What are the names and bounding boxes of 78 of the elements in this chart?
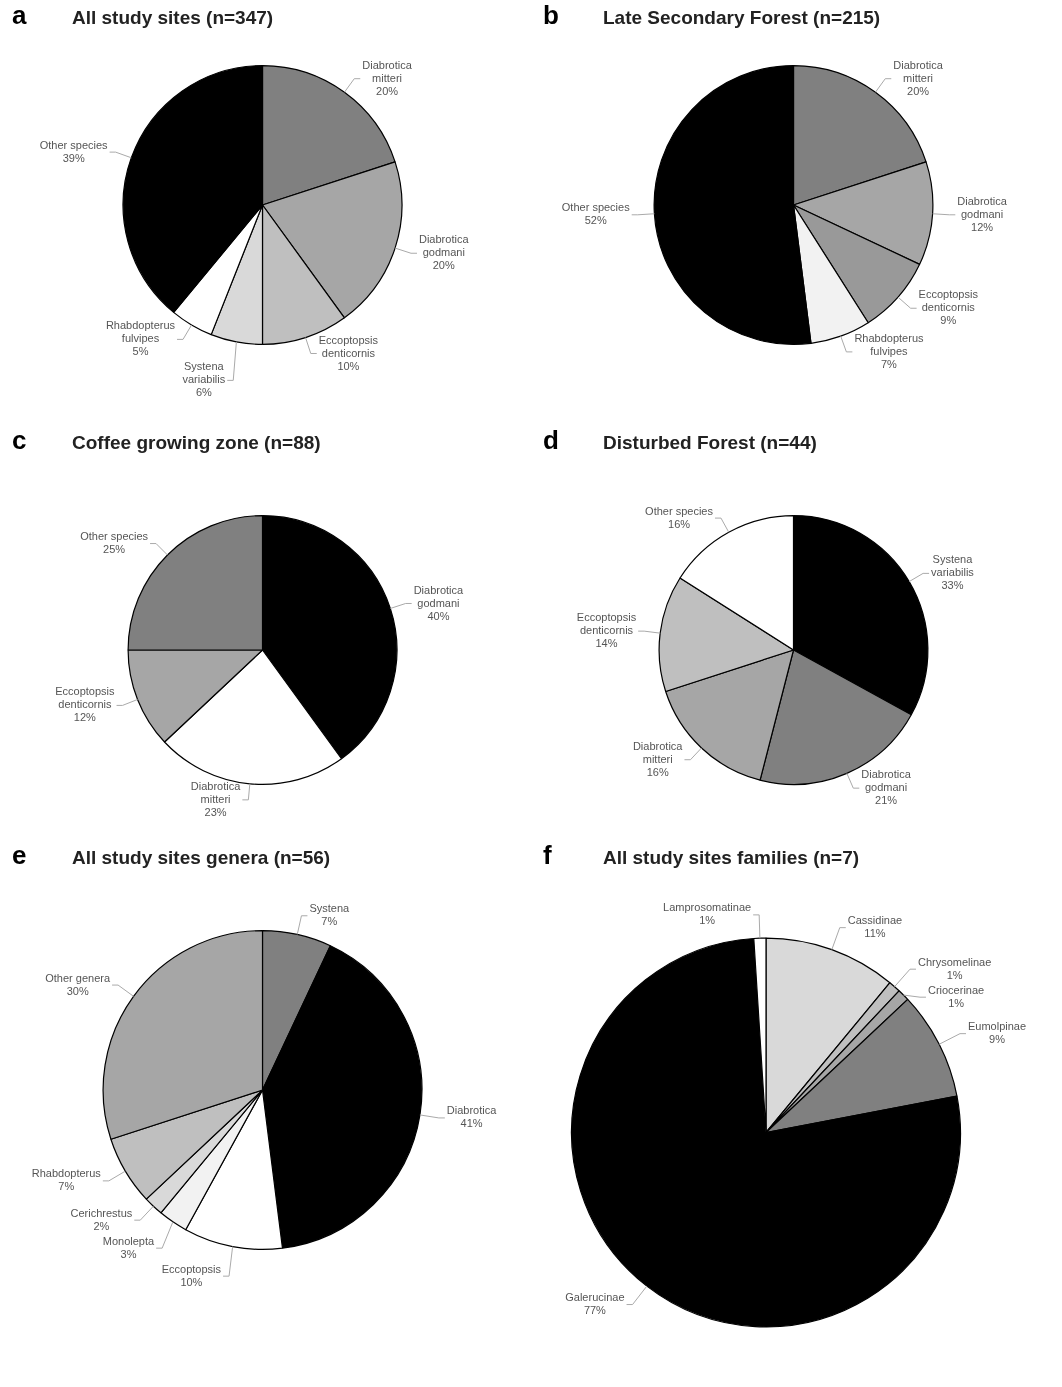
text: b	[542, 0, 560, 31]
slice-label: Diabrotica mitteri	[632, 739, 684, 765]
slice-label: Rhabdopterus fulvipes	[854, 331, 924, 357]
data-label: 20%	[376, 84, 399, 97]
data-label: 77%	[583, 1304, 607, 1317]
data-label: 3%	[120, 1247, 137, 1260]
slice-label: Eccoptopsis denticornis	[918, 288, 979, 314]
data-label: 7%	[321, 915, 338, 928]
chart-title: Coffee growing zone (n=88)	[72, 432, 321, 454]
data-label: 1%	[699, 914, 716, 927]
chart-title: Disturbed Forest (n=44)	[603, 432, 817, 454]
slice-label: Lamprosomatinae	[663, 901, 752, 914]
data-label: 16%	[668, 517, 691, 530]
chart-title: Late Secondary Forest (n=215)	[603, 7, 881, 29]
slice-label: Other species	[39, 138, 109, 151]
slice-label: Other species	[80, 530, 149, 543]
text: c	[11, 425, 28, 456]
text: a	[11, 0, 28, 31]
data-label: 7%	[58, 1180, 75, 1193]
slice-label: Eccoptopsis	[161, 1262, 222, 1275]
slice-label: Systena variabilis	[182, 360, 226, 386]
data-label: 25%	[103, 543, 126, 556]
data-label: 14%	[595, 637, 618, 650]
data-label: 2%	[93, 1219, 110, 1232]
slice-label: Diabrotica mitteri	[190, 779, 242, 805]
data-label: 12%	[971, 220, 994, 233]
data-label: 9%	[989, 1033, 1006, 1046]
slice-label: Monolepta	[102, 1234, 156, 1247]
slice-label: Rhabdopterus fulvipes	[105, 319, 176, 345]
data-label: 16%	[646, 765, 669, 778]
data-label: 39%	[62, 151, 85, 164]
slice-label: Cassidinae	[847, 914, 903, 927]
slice-label: Diabrotica godmani	[418, 233, 470, 259]
data-label: 30%	[66, 984, 89, 997]
slice-label: Diabrotica mitteri	[362, 58, 413, 84]
data-label: 33%	[941, 579, 964, 592]
slice-label: Other species	[645, 504, 714, 517]
data-label: 1%	[946, 968, 963, 981]
slice-label: Eccoptopsis denticornis	[318, 333, 379, 359]
slice-label: Criocerinae	[927, 983, 985, 996]
text: e	[11, 840, 28, 871]
slice-label: Other genera	[45, 971, 111, 984]
slice-label: Diabrotica godmani	[413, 583, 465, 609]
slice-label: Diabrotica godmani	[861, 768, 912, 794]
data-label: 23%	[204, 805, 227, 818]
data-label: 1%	[948, 996, 965, 1009]
slice-label: Systena variabilis	[931, 553, 975, 579]
data-label: 21%	[875, 794, 898, 807]
slice-label: Eccoptopsis denticornis	[576, 611, 637, 637]
chart-title: All study sites families (n=7)	[603, 847, 860, 869]
slice-label: Rhabdopterus	[31, 1167, 102, 1180]
slice-label: Chrysomelinae	[917, 955, 992, 968]
data-label: 6%	[195, 386, 213, 399]
text: d	[542, 425, 560, 456]
data-label: 11%	[864, 927, 886, 940]
slice-label: Galerucinae	[565, 1291, 625, 1304]
data-label: 41%	[460, 1117, 483, 1130]
text: f	[542, 840, 553, 871]
data-label: 12%	[73, 711, 97, 724]
slice-label: Cerichrestus	[70, 1206, 133, 1219]
slice-label: Diabrotica	[446, 1104, 498, 1117]
slice-label: Diabrotica mitteri	[893, 58, 944, 84]
data-label: 9%	[940, 314, 957, 327]
chart-title: All study sites (n=347)	[72, 7, 274, 29]
slice-label: Eumolpinae	[968, 1020, 1027, 1033]
data-label: 20%	[432, 259, 455, 272]
chart-title: All study sites genera (n=56)	[72, 847, 331, 869]
data-label: 7%	[880, 357, 898, 370]
data-label: 10%	[337, 359, 360, 372]
data-label: 20%	[907, 84, 930, 97]
slice-label: Eccoptopsis denticornis	[55, 685, 116, 711]
slice-label: Diabrotica godmani	[957, 194, 1008, 220]
data-label: 10%	[180, 1275, 203, 1288]
data-label: 40%	[427, 609, 450, 622]
slice-label: Systena	[309, 902, 351, 915]
slice-label: Other species	[561, 201, 631, 214]
data-label: 5%	[132, 345, 149, 358]
data-label: 52%	[584, 214, 607, 227]
